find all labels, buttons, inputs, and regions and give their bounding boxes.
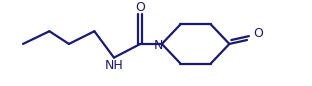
Text: O: O	[253, 27, 263, 40]
Text: N: N	[153, 39, 163, 52]
Text: NH: NH	[105, 59, 123, 72]
Text: O: O	[135, 1, 145, 14]
